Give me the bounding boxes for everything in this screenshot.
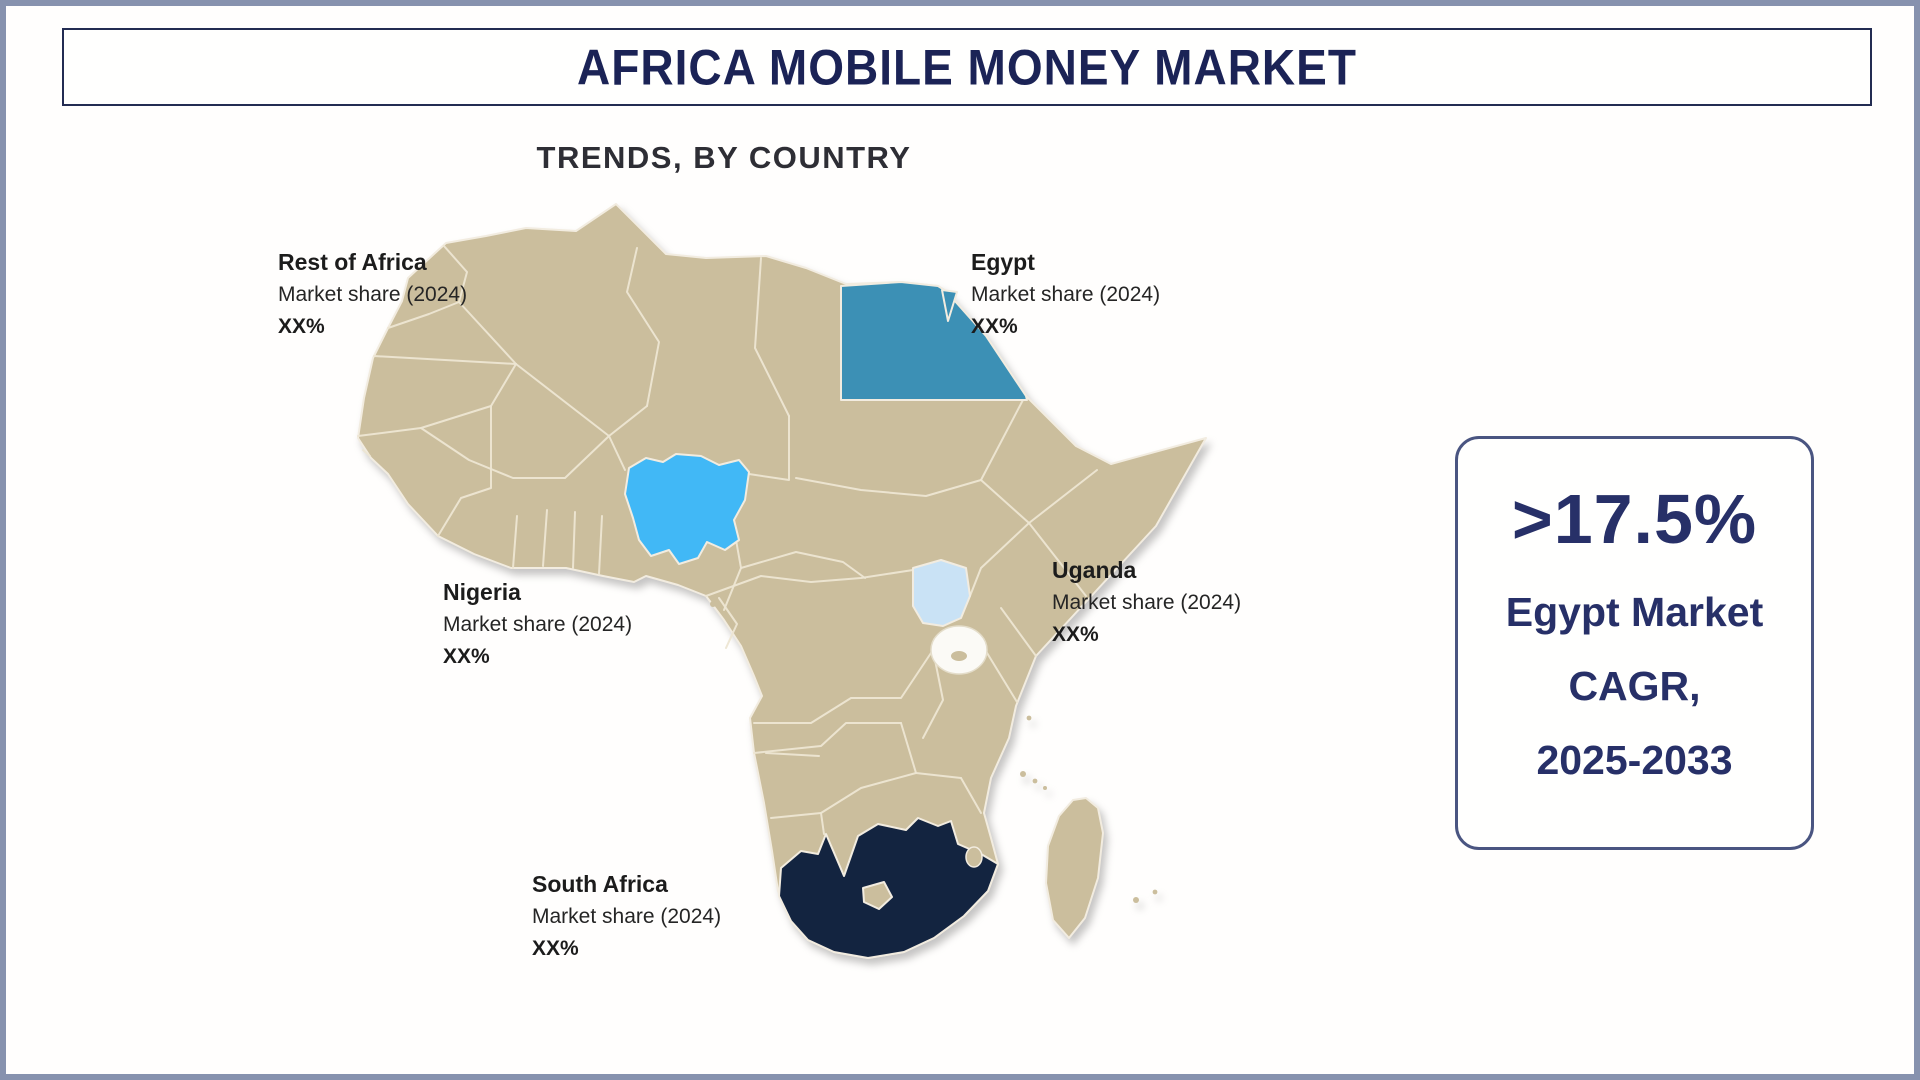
country-name-label: Nigeria (443, 579, 521, 605)
country-nigeria-shape (624, 453, 750, 565)
country-label-south-africa: South Africa Market share (2024) XX% (532, 868, 721, 964)
market-share-label: Market share (2024) (443, 613, 633, 636)
eswatini-shape (965, 846, 983, 868)
market-share-value: XX% (971, 315, 1018, 338)
island-dot (1043, 786, 1047, 790)
lake-victoria-island (951, 651, 967, 661)
country-label-egypt: Egypt Market share (2024) XX% (971, 246, 1160, 342)
island-dot (710, 601, 716, 607)
country-egypt-shape (840, 281, 1028, 401)
country-egypt-sinai-shape (941, 289, 958, 322)
page-title: AFRICA MOBILE MONEY MARKET (577, 38, 1357, 96)
market-share-label: Market share (2024) (278, 283, 468, 306)
country-label-uganda: Uganda Market share (2024) XX% (1052, 554, 1241, 650)
lake-victoria-shape (930, 625, 988, 675)
market-share-label: Market share (2024) (532, 905, 722, 928)
market-share-label: Market share (2024) (1052, 591, 1242, 614)
island-dot (1133, 897, 1139, 903)
market-share-value: XX% (443, 645, 490, 668)
island-dot (1032, 778, 1038, 784)
island-dot (1020, 771, 1026, 777)
island-dot (1026, 715, 1032, 721)
market-share-value: XX% (1052, 623, 1099, 646)
market-share-label: Market share (2024) (971, 283, 1161, 306)
country-name-label: Rest of Africa (278, 249, 427, 275)
country-name-label: Uganda (1052, 557, 1137, 583)
cagr-value: >17.5% (1511, 480, 1758, 558)
island-dot (1152, 889, 1158, 895)
country-uganda-shape (912, 559, 971, 627)
cagr-stat-box: >17.5% Egypt Market CAGR, 2025-2033 (1455, 436, 1814, 850)
country-label-rest-of-africa: Rest of Africa Market share (2024) XX% (278, 246, 467, 342)
market-share-value: XX% (278, 315, 325, 338)
country-label-nigeria: Nigeria Market share (2024) XX% (443, 576, 632, 672)
country-name-label: South Africa (532, 871, 668, 897)
cagr-caption-line-1: Egypt Market (1505, 589, 1764, 635)
lesotho-shape (862, 881, 893, 910)
madagascar-shape (1045, 797, 1104, 939)
cagr-caption: Egypt Market CAGR, 2025-2033 (1458, 575, 1811, 797)
cagr-caption-line-3: 2025-2033 (1536, 737, 1733, 783)
africa-map (341, 178, 1221, 978)
title-box: AFRICA MOBILE MONEY MARKET (62, 28, 1872, 106)
africa-map-svg (357, 203, 1207, 959)
page-subtitle: TRENDS, BY COUNTRY (536, 140, 912, 175)
island-dash (362, 449, 371, 457)
highlighted-countries (624, 281, 1028, 959)
country-name-label: Egypt (971, 249, 1035, 275)
cagr-caption-line-2: CAGR, (1568, 663, 1701, 709)
market-share-value: XX% (532, 937, 579, 960)
